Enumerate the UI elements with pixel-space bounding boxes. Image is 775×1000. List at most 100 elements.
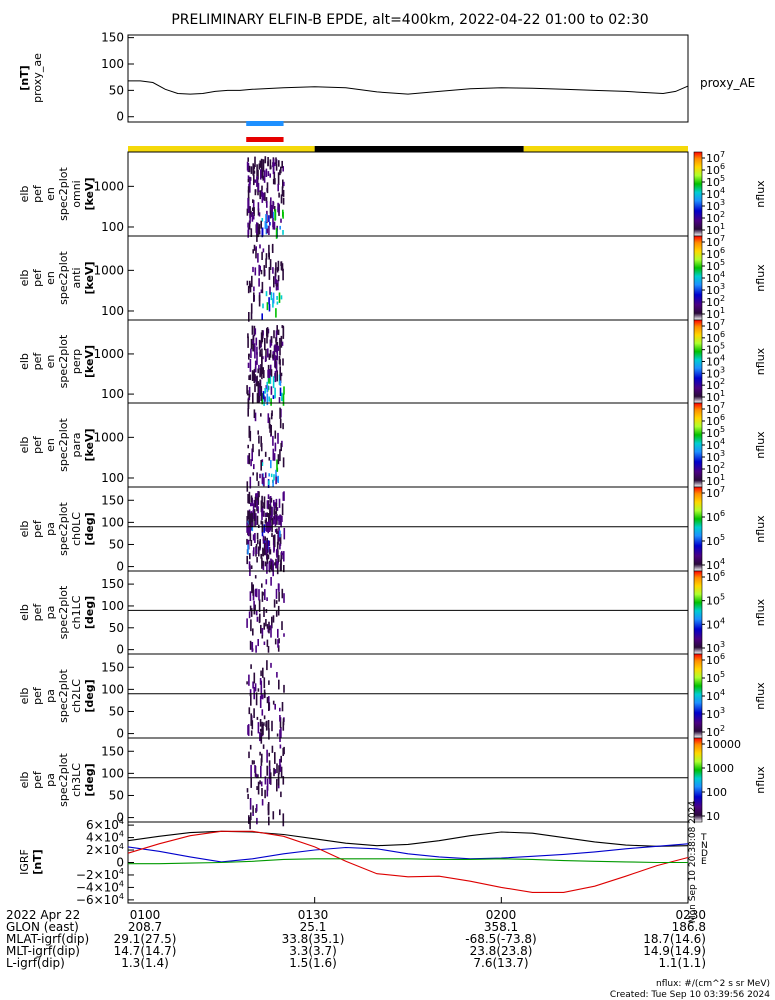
spec-anti-ylabel-4: anti <box>70 267 83 288</box>
spectrum-pixel <box>265 619 267 627</box>
spectrum-pixel <box>253 510 255 519</box>
spectrum-pixel <box>248 396 251 401</box>
spectrum-pixel <box>272 178 275 185</box>
spectrum-pixel <box>254 267 257 276</box>
spectrum-pixel <box>279 345 281 356</box>
spectrum-pixel <box>276 267 279 273</box>
spec-ytick-label: 100 <box>101 515 124 529</box>
spectrum-pixel <box>264 789 266 799</box>
spec-omni-ylabel-4: omni <box>70 180 83 207</box>
spec-perp-ylabel-0: elb <box>18 353 31 370</box>
spectrum-pixel <box>273 516 275 525</box>
spectrum-pixel <box>262 367 264 375</box>
spectrum-pixel <box>267 369 269 378</box>
spectrum-pixel <box>266 562 268 574</box>
spectrum-pixel <box>267 161 269 167</box>
spectrum-pixel <box>265 214 267 223</box>
spectrum-pixel <box>268 513 270 525</box>
spectrum-pixel <box>254 575 257 579</box>
spec-omni-ylabel-2: en <box>44 187 57 201</box>
spectrum-pixel <box>260 781 263 787</box>
spectrum-pixel <box>280 218 282 223</box>
spectrum-pixel <box>256 346 258 355</box>
spectrum-pixel <box>260 269 263 275</box>
spectrum-pixel <box>257 539 259 545</box>
colorbar-tick-label: 102 <box>706 724 725 739</box>
spectrum-pixel <box>279 530 281 538</box>
spectrum-pixel <box>248 353 250 360</box>
spec-ch0LC-ylabel-1: pef <box>31 519 44 538</box>
spectrum-pixel <box>278 679 280 690</box>
footer-cell-4-0: L-igrf(dip) <box>6 956 65 970</box>
spectrum-pixel <box>272 267 274 274</box>
spectrum-pixel <box>254 588 257 597</box>
spectrum-pixel <box>249 513 252 527</box>
spectrum-pixel <box>259 190 261 200</box>
spectrum-pixel <box>277 639 279 648</box>
spectrum-pixel <box>247 455 249 464</box>
spectrum-pixel <box>279 533 282 544</box>
spectrum-pixel <box>282 190 285 197</box>
spectrum-pixel <box>250 764 252 778</box>
spectrum-pixel <box>282 197 285 205</box>
spectrum-pixel <box>248 386 251 397</box>
ae-ylabel-0: [nT] <box>18 65 31 90</box>
spectrum-pixel <box>276 344 278 354</box>
spec-para-ylabel-4: para <box>70 433 83 458</box>
spec-ch3LC-ylabel-0: elb <box>18 772 31 789</box>
spec-anti-ylabel-5: [keV] <box>83 261 96 294</box>
spec-ch2LC-ylabel-3: spec2plot <box>57 669 70 723</box>
spectrum-pixel <box>270 497 273 503</box>
spectrum-pixel <box>275 157 277 165</box>
spectrum-pixel <box>264 589 266 600</box>
spectrum-pixel <box>277 329 280 335</box>
spec-ch3LC-ylabel-3: spec2plot <box>57 753 70 807</box>
colorbar-tick-label: 102 <box>706 210 725 225</box>
spec-ch1LC-ylabel-1: pef <box>31 603 44 622</box>
igrf-ytick-label: 6×104 <box>86 817 124 832</box>
spectrum-pixel <box>271 533 273 537</box>
spectrum-pixel <box>267 720 270 730</box>
spectrum-pixel <box>271 506 273 517</box>
spec-para-ylabel-3: spec2plot <box>57 418 70 472</box>
spectrum-pixel <box>279 387 282 397</box>
spectrum-pixel <box>264 451 267 457</box>
spectrum-pixel <box>251 720 254 730</box>
spec-ch1LC-ylabel-4: ch1LC <box>70 595 83 629</box>
spectrum-pixel <box>272 376 275 389</box>
spectrum-pixel <box>266 393 269 406</box>
spec-ytick-label: 0 <box>116 727 124 741</box>
spectrum-pixel <box>266 548 269 554</box>
footer-cell-4-4: 1.1(1.1) <box>658 956 706 970</box>
spectrum-pixel <box>266 500 269 509</box>
footer-cell-4-3: 7.6(13.7) <box>473 956 528 970</box>
spectrum-pixel <box>268 473 270 477</box>
spectrum-pixel <box>250 812 252 821</box>
spec-ytick-label: 100 <box>101 304 124 318</box>
spectrum-pixel <box>249 744 252 750</box>
spectrum-pixel <box>279 225 281 230</box>
spectrum-pixel <box>259 780 261 785</box>
spectrum-pixel <box>267 521 269 534</box>
colorbar-label: nflux <box>754 180 767 208</box>
spectrum-pixel <box>267 171 270 176</box>
spectrum-pixel <box>268 696 270 704</box>
spectrum-pixel <box>265 385 268 390</box>
spec-ytick-label: 0 <box>116 560 124 574</box>
spectrum-pixel <box>265 609 268 613</box>
spectrum-pixel <box>274 210 276 221</box>
spectrum-pixel <box>254 383 256 392</box>
igrf-ylabel-1: [nT] <box>31 849 44 874</box>
spectrum-pixel <box>257 368 259 374</box>
status-segment-black <box>314 146 524 152</box>
spectrum-pixel <box>247 222 249 228</box>
spectrum-pixel <box>273 330 275 339</box>
spectrum-pixel <box>276 561 278 569</box>
spectrum-pixel <box>253 325 256 337</box>
igrf-panel: 6×1044×1042×1040−2×104−4×104−6×104TNDEMo… <box>18 801 708 923</box>
colorbar-tick-label: 102 <box>706 377 725 392</box>
spec-perp-ylabel-1: pef <box>31 352 44 371</box>
spectrum-pixel <box>253 174 255 186</box>
spectrum-pixel <box>261 591 264 602</box>
